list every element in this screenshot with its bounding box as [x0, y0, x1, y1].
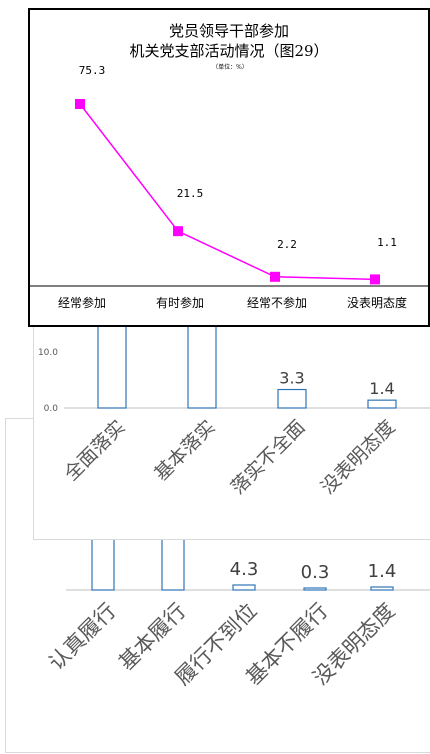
category-label: 没表明态度	[347, 295, 407, 310]
bar	[97, 323, 127, 409]
data-point-marker	[270, 271, 280, 282]
chart-subtitle: 机关党支部活动情况（图29）	[129, 42, 329, 60]
data-label: 3.3	[279, 369, 304, 388]
series-line	[79, 103, 376, 281]
data-label: 75.3	[79, 64, 106, 77]
category-label: 有时参加	[156, 295, 204, 310]
bar	[232, 584, 256, 591]
category-label: 认真履行	[44, 599, 120, 675]
data-label: 1.4	[368, 561, 397, 582]
y-tick-label: 0.0	[44, 404, 59, 414]
top-line-chart-svg: 75.3 21.5 2.2 1.1 经常参加 有时参加 经常不参加 没表明态度	[30, 64, 428, 310]
chart-title: 党员领导干部参加	[168, 22, 289, 40]
unit-note: （单位：%）	[212, 64, 248, 71]
bar	[367, 399, 397, 409]
middle-bar-chart-svg: 50.040.030.020.010.00.038.03.31.4全面落实基本落…	[38, 323, 430, 499]
data-label: 1.4	[369, 379, 394, 398]
category-label: 基本落实	[150, 416, 219, 485]
data-label: 21.5	[177, 187, 204, 200]
data-point-marker	[370, 274, 380, 285]
bar	[277, 388, 307, 409]
bar	[370, 586, 394, 591]
data-label: 2.2	[277, 238, 297, 251]
bar	[303, 587, 327, 591]
bar	[187, 323, 217, 409]
data-label: 4.3	[230, 559, 259, 580]
data-point-marker	[173, 226, 183, 237]
data-label: 0.3	[301, 562, 330, 583]
category-label: 落实不全面	[227, 416, 310, 499]
data-point-marker	[75, 99, 85, 109]
middle-bar-chart: 50.040.030.020.010.00.038.03.31.4全面落实基本落…	[33, 322, 430, 540]
category-label: 经常不参加	[247, 295, 307, 310]
y-tick-label: 10.0	[38, 348, 58, 358]
data-label: 1.1	[377, 236, 397, 249]
category-label: 全面落实	[60, 416, 129, 485]
category-label: 经常参加	[58, 295, 106, 310]
top-line-chart: 党员领导干部参加 机关党支部活动情况（图29） （单位：%） 75.3 21.5 2…	[28, 8, 430, 327]
category-label: 没表明态度	[317, 416, 400, 499]
